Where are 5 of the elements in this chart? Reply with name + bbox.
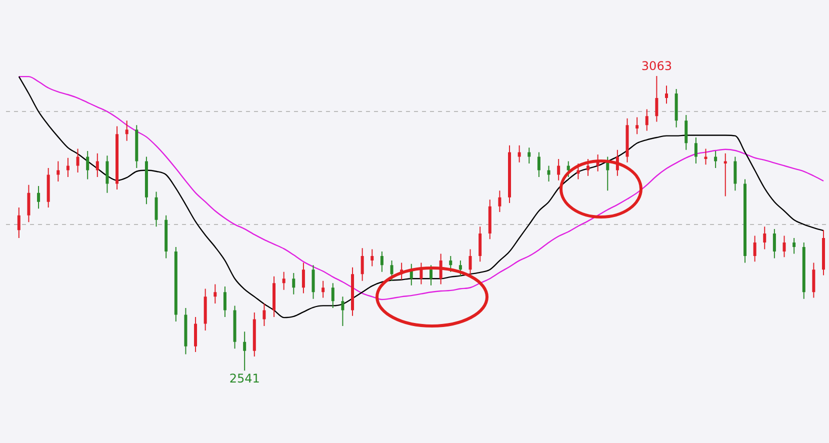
candlestick: [724, 153, 727, 196]
annotation: 3063: [641, 59, 672, 74]
annotation: 2541: [229, 372, 260, 386]
candlestick: [56, 161, 60, 182]
candlestick: [704, 148, 708, 165]
